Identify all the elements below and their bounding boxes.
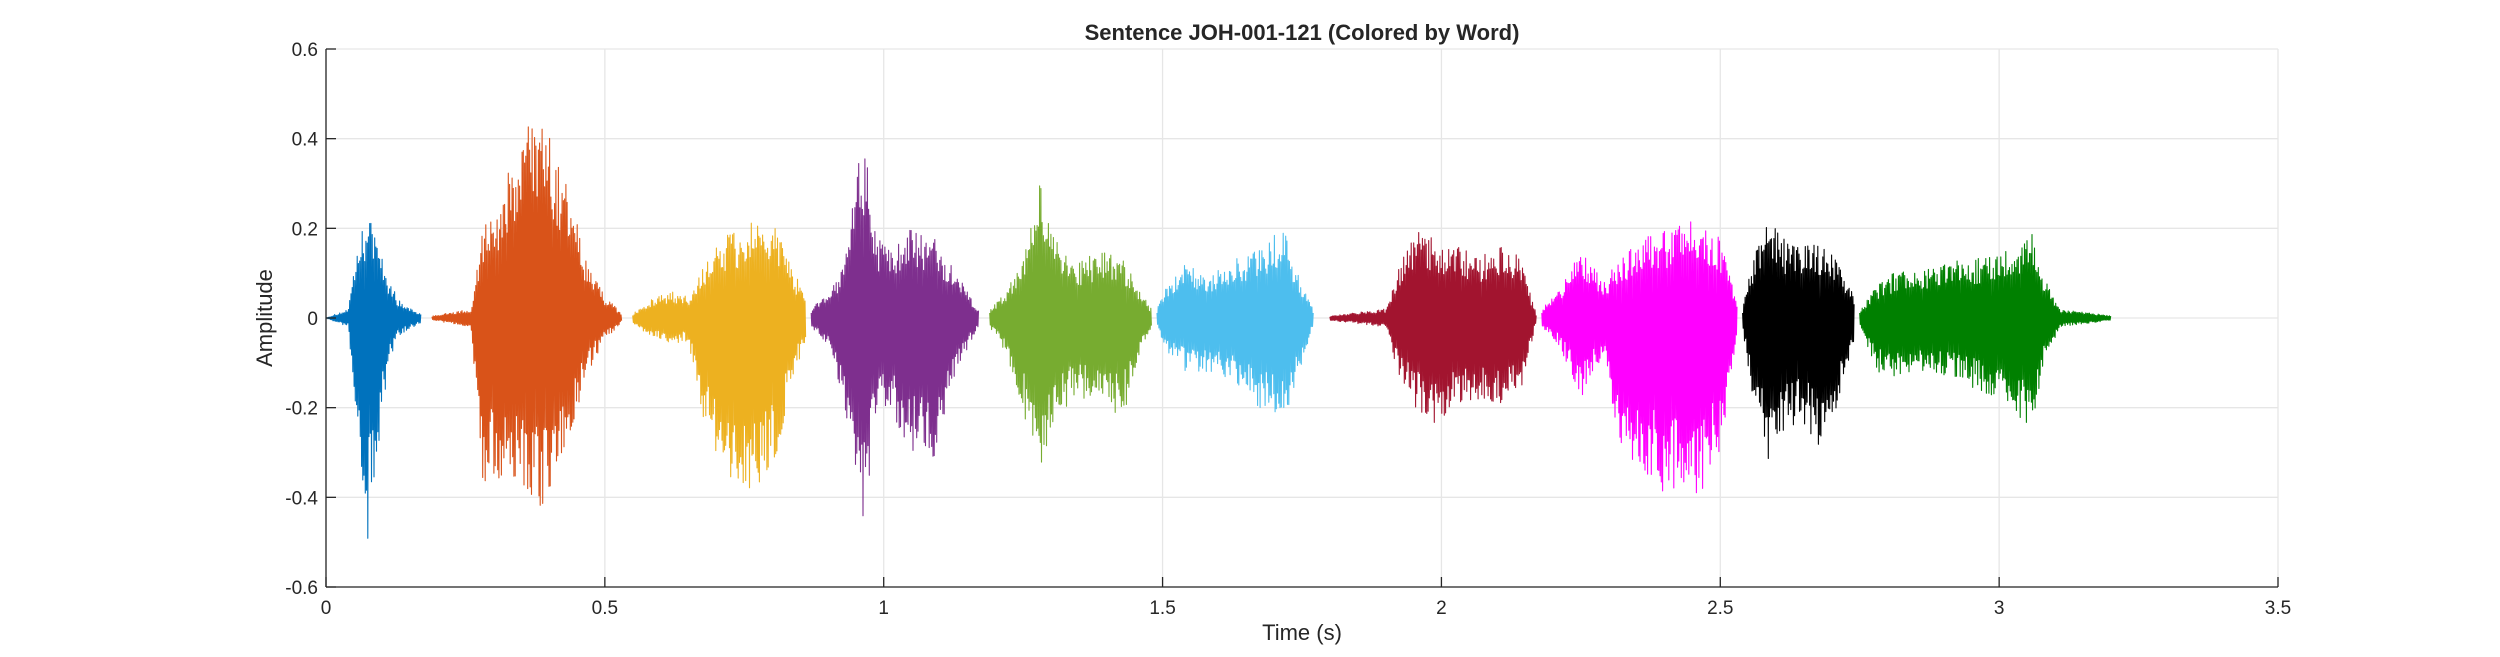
y-axis-label: Amplitude <box>252 269 277 367</box>
y-tick-label: 0 <box>307 309 318 330</box>
y-tick-label: -0.6 <box>285 578 318 599</box>
word-segment-4 <box>810 158 980 517</box>
chart-title: Sentence JOH-001-121 (Colored by Word) <box>1085 20 1520 45</box>
word-segment-1 <box>325 222 422 539</box>
y-tick-label: 0.2 <box>292 219 318 240</box>
axes: 0 0.5 1 1.5 2 2.5 3 3.5 -0.6 -0.4 -0.2 0 0.2 0.4 0.6 <box>285 40 2291 619</box>
word-segment-8 <box>1541 221 1738 494</box>
y-tick-label: 0.4 <box>292 130 319 151</box>
word-segment-3 <box>632 222 807 489</box>
x-tick-label: 2.5 <box>1707 598 1733 619</box>
word-segment-7 <box>1329 232 1537 423</box>
x-tick-label: 0.5 <box>592 598 618 619</box>
y-tick-label: 0.6 <box>292 40 318 61</box>
y-tick-label: -0.2 <box>285 399 318 420</box>
word-segment-5 <box>989 185 1152 463</box>
x-tick-label: 3.5 <box>2265 598 2291 619</box>
x-tick-label: 3 <box>1994 598 2005 619</box>
word-segment-6 <box>1156 232 1314 413</box>
x-tick-label: 0 <box>321 598 332 619</box>
x-axis-label: Time (s) <box>1262 620 1342 645</box>
plot-area <box>325 126 2112 539</box>
x-tick-label: 1 <box>878 598 889 619</box>
y-tick-label: -0.4 <box>285 488 318 509</box>
x-tick-label: 2 <box>1436 598 1447 619</box>
word-segment-2 <box>431 126 623 506</box>
word-segment-9 <box>1742 227 1855 460</box>
x-tick-label: 1.5 <box>1149 598 1175 619</box>
word-segment-10 <box>1859 234 2112 423</box>
